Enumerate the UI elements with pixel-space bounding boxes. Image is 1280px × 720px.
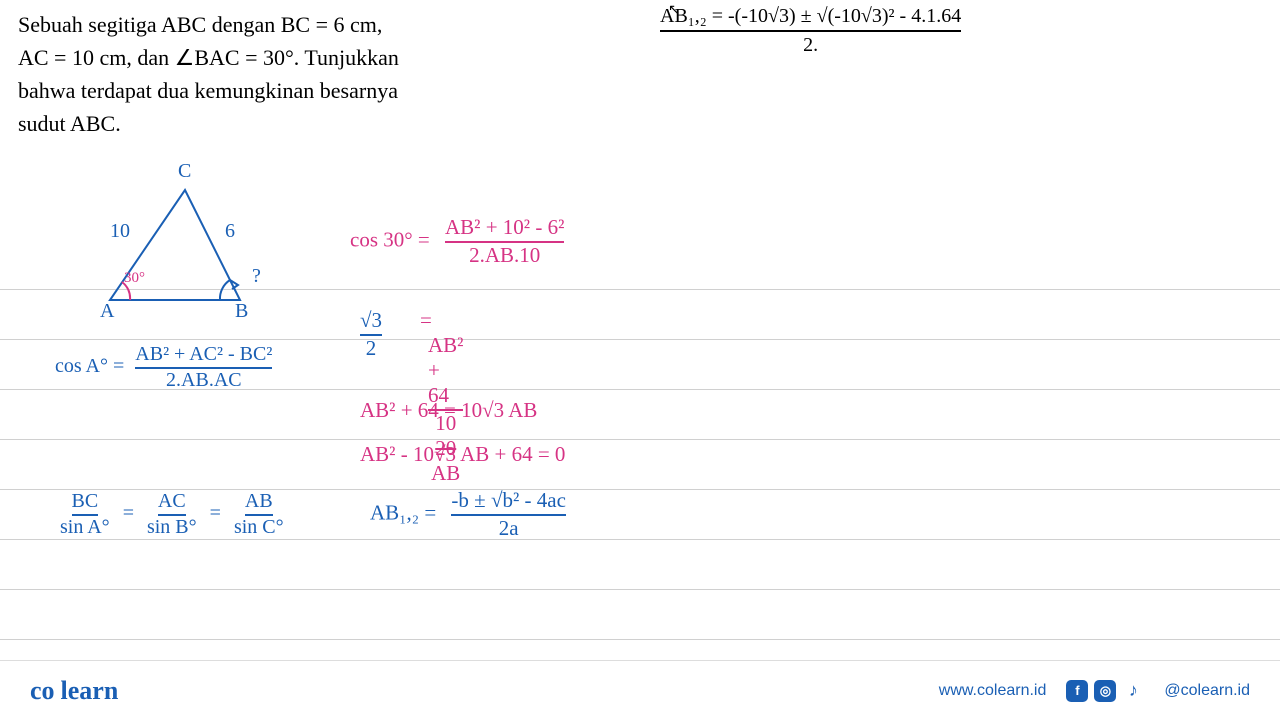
problem-line4: sudut ABC.: [18, 107, 468, 140]
sine-ac: AC: [158, 490, 186, 516]
vertex-a-label: A: [100, 300, 114, 323]
problem-statement: Sebuah segitiga ABC dengan BC = 6 cm, AC…: [18, 8, 468, 140]
sine-sinC: sin C°: [234, 516, 284, 538]
cos30-equation: cos 30° = AB² + 10² - 6² 2.AB.10: [350, 215, 564, 268]
triangle-diagram: C A B 10 6 30° ?: [80, 165, 280, 325]
quad-expanded-denominator: 2.: [660, 34, 961, 57]
cosA-lhs: cos A° =: [55, 355, 124, 377]
problem-line1: Sebuah segitiga ABC dengan BC = 6 cm,: [18, 8, 468, 41]
quadratic-formula-expanded: AB₁,₂ = -(-10√3) ± √(-10√3)² - 4.1.64 2.: [660, 5, 961, 57]
website-url: www.colearn.id: [939, 682, 1047, 700]
cosA-equation: cos A° = AB² + AC² - BC² 2.AB.AC: [55, 343, 272, 392]
sine-sinA: sin A°: [60, 516, 110, 538]
vertex-b-label: B: [235, 300, 248, 323]
footer: colearn www.colearn.id f ◎ ♪ @colearn.id: [0, 660, 1280, 720]
quad-expanded-numerator: AB₁,₂ = -(-10√3) ± √(-10√3)² - 4.1.64: [660, 5, 961, 32]
tiktok-icon: ♪: [1122, 680, 1144, 702]
cos30-numerator: AB² + 10² - 6²: [445, 215, 564, 243]
sqrt3-denominator: 2: [360, 336, 382, 361]
sqrt3-numerator: √3: [360, 308, 382, 336]
cosA-denominator: 2.AB.AC: [135, 369, 272, 392]
quad-denominator: 2a: [451, 516, 565, 541]
side-bc-label: 6: [225, 220, 235, 243]
sine-rule: BC sin A° = AC sin B° = AB sin C°: [60, 490, 284, 539]
brand-logo: colearn: [30, 676, 118, 706]
quadratic-formula: AB₁,₂ = -b ± √b² - 4ac 2a: [370, 488, 566, 541]
sine-ab: AB: [245, 490, 273, 516]
social-handle: @colearn.id: [1164, 682, 1250, 700]
facebook-icon: f: [1066, 680, 1088, 702]
quad-lhs: AB₁,₂ =: [370, 500, 436, 524]
angle-a-label: 30°: [124, 270, 145, 287]
angle-b-label: ?: [252, 265, 261, 288]
social-icons: f ◎ ♪: [1066, 680, 1144, 702]
quad-numerator: -b ± √b² - 4ac: [451, 488, 565, 516]
vertex-c-label: C: [178, 160, 191, 183]
instagram-icon: ◎: [1094, 680, 1116, 702]
sine-bc: BC: [72, 490, 99, 516]
cos30-denominator: 2.AB.10: [445, 243, 564, 268]
problem-line2: AC = 10 cm, dan ∠BAC = 30°. Tunjukkan: [18, 41, 468, 74]
cosA-numerator: AB² + AC² - BC²: [135, 343, 272, 369]
sqrt3-equation: √3 2 = AB² + 64 10 20 AB: [360, 308, 382, 361]
equation-line1: AB² + 64 = 10√3 AB: [360, 398, 537, 423]
sine-sinB: sin B°: [147, 516, 197, 538]
cos30-lhs: cos 30° =: [350, 227, 430, 251]
problem-line3: bahwa terdapat dua kemungkinan besarnya: [18, 74, 468, 107]
side-ac-label: 10: [110, 220, 130, 243]
equation-line2: AB² - 10√3 AB + 64 = 0: [360, 442, 565, 467]
